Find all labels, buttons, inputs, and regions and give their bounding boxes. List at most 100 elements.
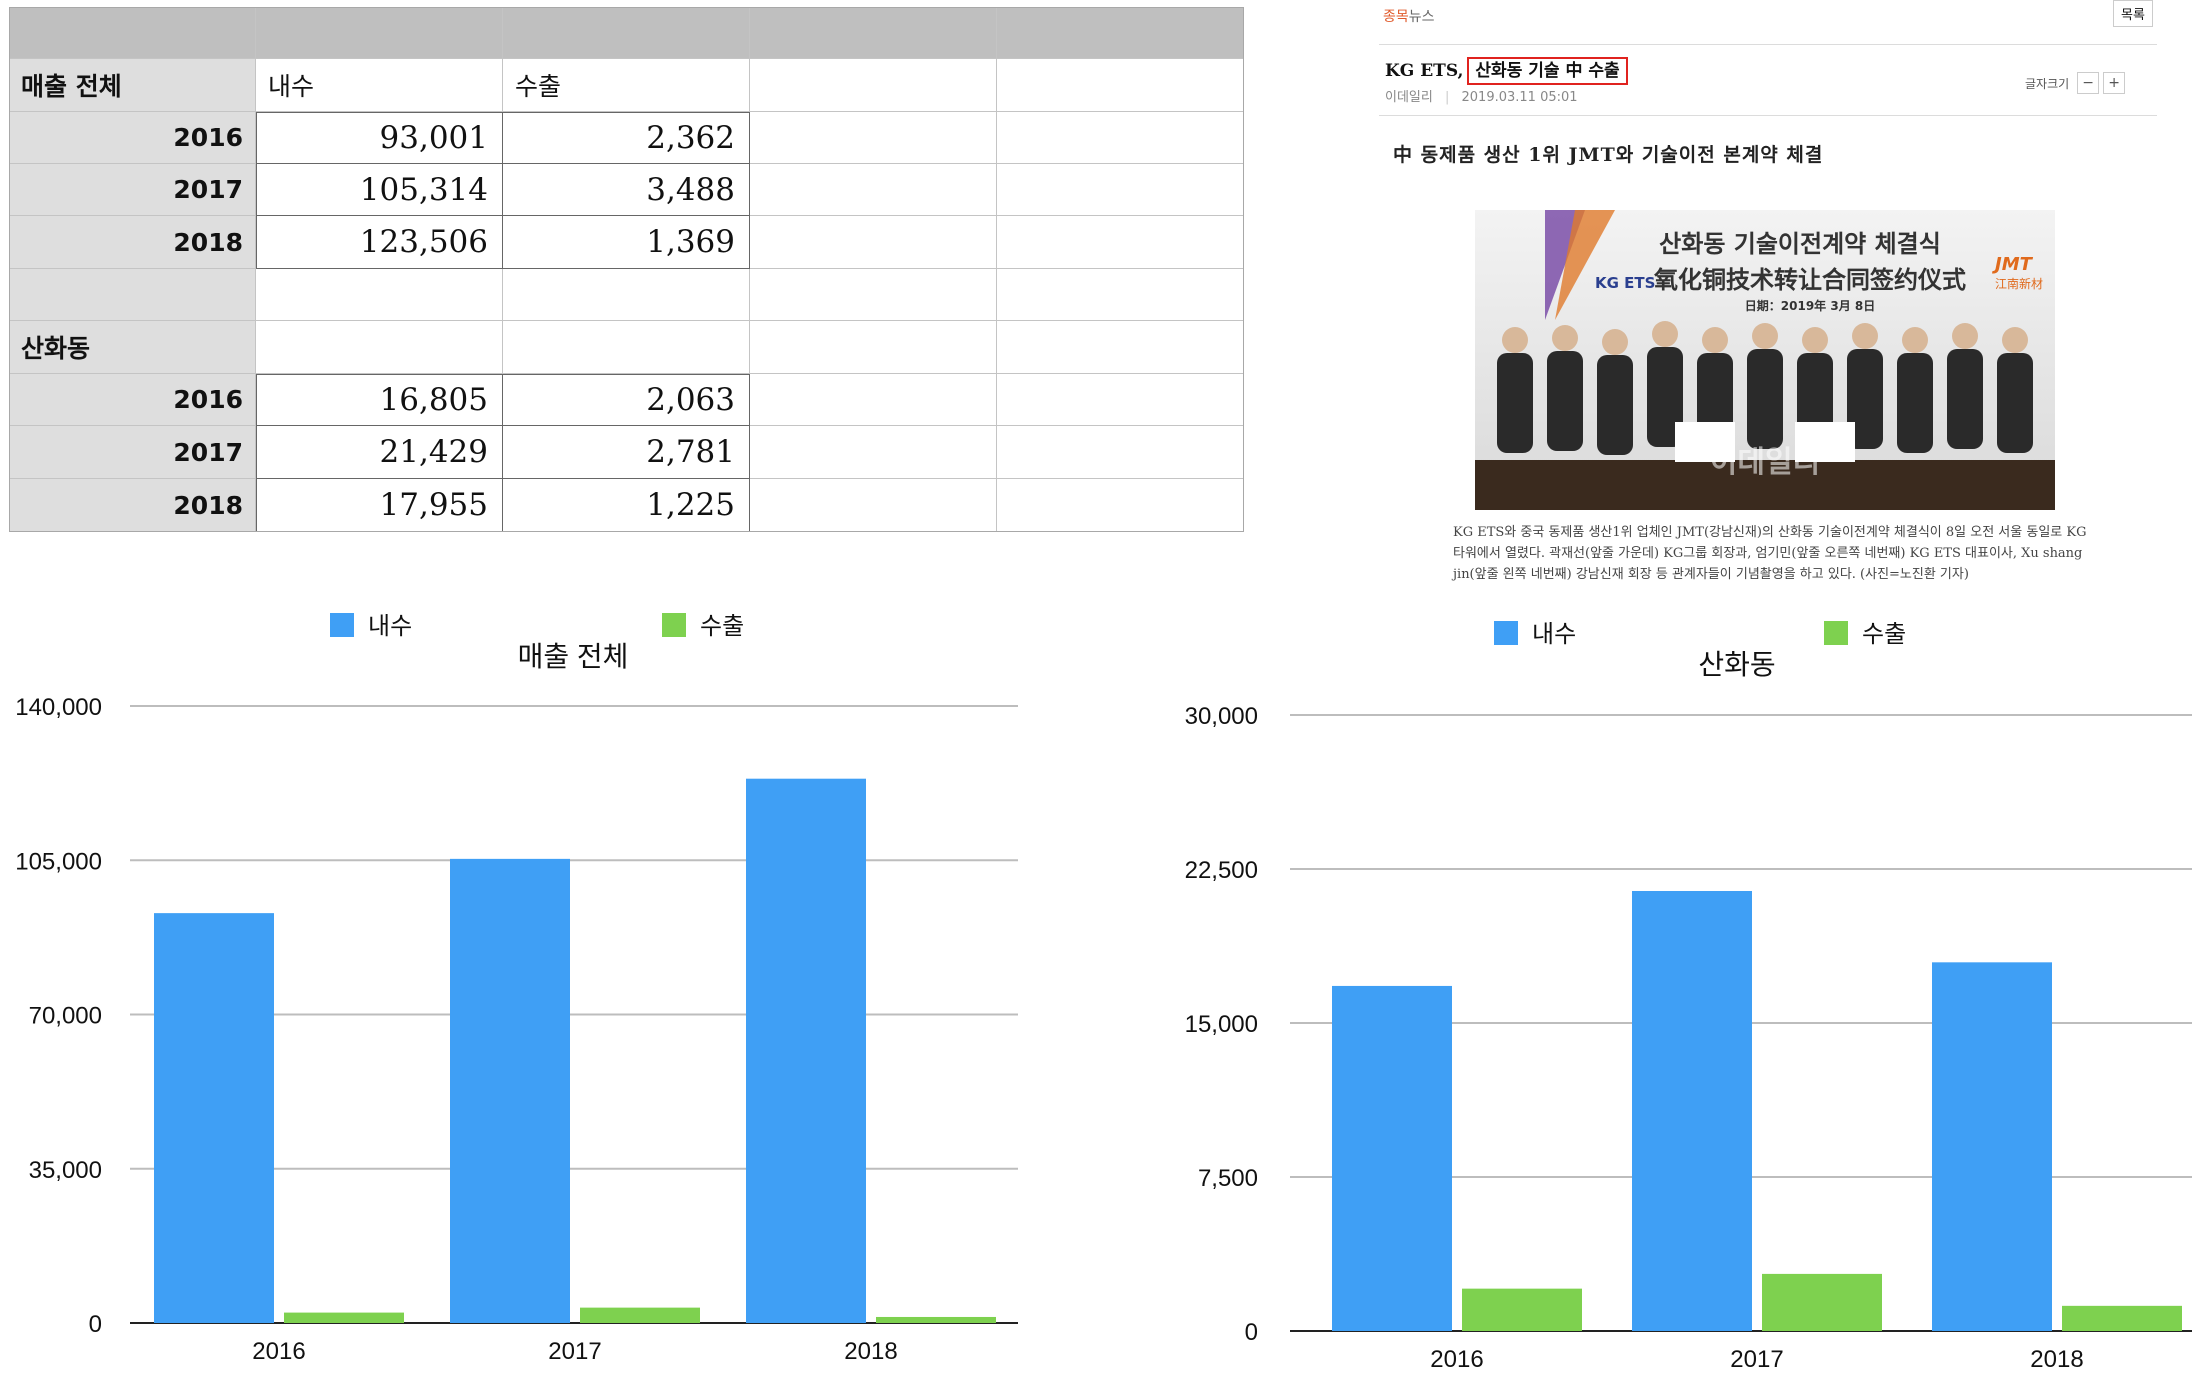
empty-cell[interactable]: [997, 216, 1244, 269]
empty-cell[interactable]: [256, 269, 503, 321]
y-tick-label: 70,000: [29, 1003, 102, 1030]
spreadsheet: 매출 전체 내수 수출 2016 93,001 2,362 2017 105,3…: [9, 7, 1244, 532]
article-source: 이데일리: [1385, 90, 1433, 105]
row-label-total[interactable]: 매출 전체: [9, 59, 256, 112]
row-year[interactable]: 2018: [9, 216, 256, 269]
logo-kg-ets: KG ETS: [1595, 274, 1655, 292]
empty-cell[interactable]: [750, 479, 997, 532]
empty-cell[interactable]: [503, 321, 750, 374]
cell-domestic[interactable]: 16,805: [256, 374, 503, 426]
font-increase-button[interactable]: +: [2103, 72, 2126, 94]
row-label-sanhwadong[interactable]: 산화동: [9, 321, 256, 374]
y-tick-label: 7,500: [1198, 1165, 1258, 1192]
contract-document-right: [1795, 422, 1855, 462]
headline-highlight-box: 산화동 기술 中 수출: [1467, 57, 1628, 85]
legend-label-export: 수출: [700, 613, 744, 640]
empty-cell[interactable]: [997, 374, 1244, 426]
column-header-cell[interactable]: [997, 7, 1244, 59]
legend-label-export: 수출: [1862, 621, 1906, 648]
x-tick-label: 2017: [548, 1338, 601, 1365]
col-label-export[interactable]: 수출: [503, 59, 750, 112]
empty-cell[interactable]: [997, 479, 1244, 532]
article-headline: KG ETS, 산화동 기술 中 수출: [1385, 56, 1628, 85]
news-section-label[interactable]: 종목뉴스: [1383, 6, 1435, 26]
cell-export[interactable]: 2,781: [503, 426, 750, 479]
empty-cell[interactable]: [9, 269, 256, 321]
x-tick-label: 2018: [844, 1338, 897, 1365]
cell-export[interactable]: 3,488: [503, 164, 750, 216]
headline-prefix: KG ETS,: [1385, 61, 1464, 81]
cell-export[interactable]: 1,225: [503, 479, 750, 532]
cell-domestic[interactable]: 93,001: [256, 112, 503, 164]
photo-watermark: 이데일리: [1710, 445, 1820, 480]
article-byline: 이데일리 | 2019.03.11 05:01: [1385, 90, 1578, 105]
column-header-cell[interactable]: [9, 7, 256, 59]
bar-domestic-2018: [746, 778, 866, 1323]
cell-export[interactable]: 1,369: [503, 216, 750, 269]
section-stock: 종목: [1383, 9, 1409, 25]
font-decrease-button[interactable]: −: [2077, 72, 2100, 94]
list-button[interactable]: 목록: [2113, 0, 2153, 27]
logo-jmt: JMT: [1992, 254, 2034, 275]
article-photo: 산화동 기술이전계약 체결식 氧化铜技术转让合同签约仪式 日期：2019年 3月…: [1475, 210, 2055, 510]
bar-domestic-2016: [154, 913, 274, 1323]
empty-cell[interactable]: [997, 426, 1244, 479]
legend-swatch-export: [662, 613, 686, 637]
cell-export[interactable]: 2,063: [503, 374, 750, 426]
row-year[interactable]: 2017: [9, 426, 256, 479]
empty-cell[interactable]: [997, 164, 1244, 216]
bar-export-2016: [284, 1312, 404, 1323]
empty-cell[interactable]: [750, 321, 997, 374]
empty-cell[interactable]: [750, 164, 997, 216]
column-header-cell[interactable]: [750, 7, 997, 59]
empty-cell[interactable]: [997, 321, 1244, 374]
y-tick-label: 30,000: [1185, 703, 1258, 730]
y-tick-label: 15,000: [1185, 1011, 1258, 1038]
y-tick-label: 105,000: [15, 848, 102, 875]
cell-domestic[interactable]: 17,955: [256, 479, 503, 532]
news-article: 종목뉴스 목록 KG ETS, 산화동 기술 中 수출 이데일리 | 2019.0…: [1365, 0, 2195, 640]
cell-domestic[interactable]: 21,429: [256, 426, 503, 479]
chart-title: 매출 전체: [518, 641, 629, 672]
y-tick-label: 0: [1245, 1319, 1258, 1346]
empty-cell[interactable]: [750, 269, 997, 321]
chart-total-sales: 내수 수출 매출 전체 035,00070,000105,000140,000 …: [15, 613, 1018, 1365]
logo-jmt-sub: 江南新材: [1995, 276, 2043, 291]
bar-domestic-2017: [450, 858, 570, 1323]
empty-cell[interactable]: [750, 216, 997, 269]
row-year[interactable]: 2016: [9, 112, 256, 164]
legend-swatch-domestic: [1494, 621, 1518, 645]
cell-domestic[interactable]: 105,314: [256, 164, 503, 216]
empty-cell[interactable]: [750, 426, 997, 479]
empty-cell[interactable]: [750, 59, 997, 112]
legend-swatch-domestic: [330, 613, 354, 637]
empty-cell[interactable]: [750, 112, 997, 164]
empty-cell[interactable]: [997, 269, 1244, 321]
row-year[interactable]: 2017: [9, 164, 256, 216]
legend-swatch-export: [1824, 621, 1848, 645]
article-datetime: 2019.03.11 05:01: [1461, 90, 1578, 105]
x-tick-label: 2016: [252, 1338, 305, 1365]
legend-label-domestic: 내수: [368, 613, 412, 640]
bar-domestic-2018: [1932, 962, 2052, 1331]
empty-cell[interactable]: [750, 374, 997, 426]
chart-title: 산화동: [1698, 649, 1775, 680]
chart-sanhwadong: 내수 수출 산화동 0 7,500 15,000 22,500 30,000 2016 2…: [1185, 621, 2192, 1373]
empty-cell[interactable]: [256, 321, 503, 374]
font-size-label: 글자크기: [2025, 76, 2070, 91]
row-year[interactable]: 2016: [9, 374, 256, 426]
banner-line1: 산화동 기술이전계약 체결식: [1659, 230, 1941, 258]
row-year[interactable]: 2018: [9, 479, 256, 532]
section-news: 뉴스: [1408, 9, 1435, 25]
col-label-domestic[interactable]: 내수: [256, 59, 503, 112]
empty-cell[interactable]: [997, 112, 1244, 164]
divider: [1379, 115, 2157, 116]
empty-cell[interactable]: [503, 269, 750, 321]
divider: [1379, 44, 2157, 45]
empty-cell[interactable]: [997, 59, 1244, 112]
photo-caption: KG ETS와 중국 동제품 생산1위 업체인 JMT(강남신재)의 산화동 기…: [1453, 525, 2087, 582]
column-header-cell[interactable]: [503, 7, 750, 59]
cell-domestic[interactable]: 123,506: [256, 216, 503, 269]
cell-export[interactable]: 2,362: [503, 112, 750, 164]
column-header-cell[interactable]: [256, 7, 503, 59]
